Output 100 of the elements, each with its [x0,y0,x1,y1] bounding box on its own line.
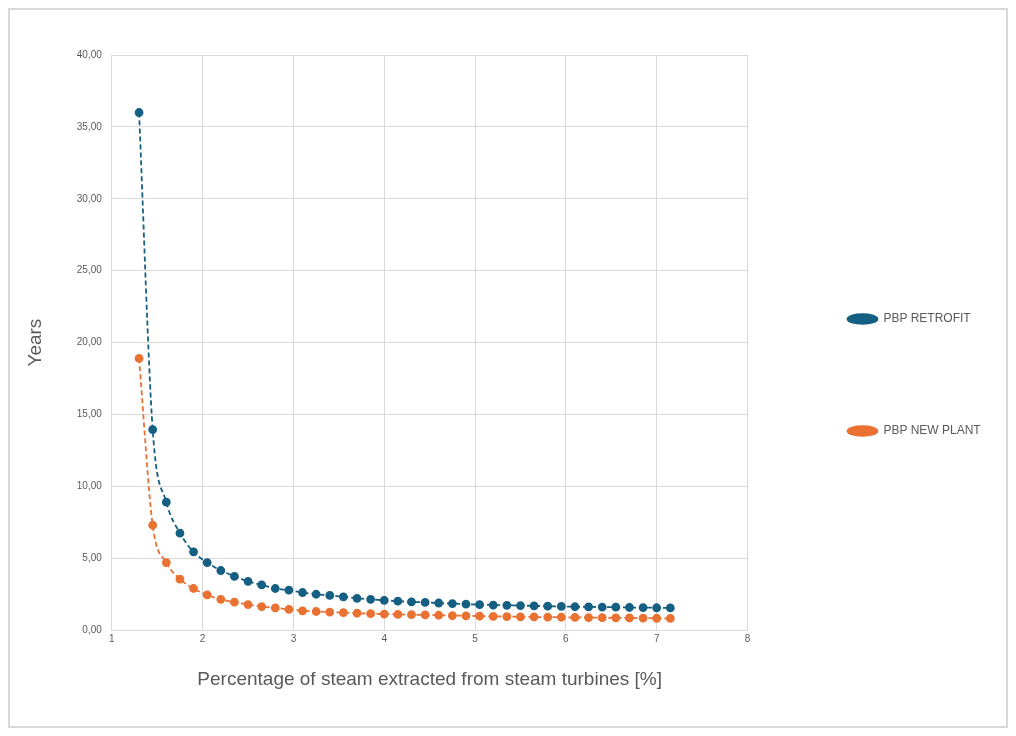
x-tick-label: 4 [381,632,388,644]
point [189,547,198,557]
point [148,425,158,434]
point [611,602,621,612]
point [161,497,171,507]
point [611,613,621,623]
point [488,612,498,621]
y-tick-label: 30,00 [76,192,103,204]
y-axis-title: Years [23,318,45,367]
point [161,558,171,568]
y-tick-label: 0,00 [82,623,103,635]
point [202,590,212,600]
point [257,602,267,612]
y-tick-label: 40,00 [76,48,103,60]
x-tick-label: 7 [653,632,660,644]
point [298,588,307,597]
point [584,602,593,612]
point [488,600,498,610]
point [202,558,212,568]
y-tick-label: 25,00 [76,264,103,276]
point [379,609,389,619]
point [230,571,239,581]
point [434,598,444,608]
point [516,612,525,622]
point [407,610,416,620]
point [216,594,226,604]
x-axis-title: Percentage of steam extracted from steam turbines [%] [197,667,662,689]
point [543,601,553,611]
point [529,612,539,622]
point [570,602,580,612]
x-tick-label: 8 [744,632,751,644]
point [338,608,348,618]
y-tick-label: 35,00 [76,120,103,132]
point [134,354,144,363]
point [625,603,634,612]
point [243,576,253,586]
point [270,603,280,613]
y-tick-label: 15,00 [76,408,103,420]
point [311,607,321,616]
point [366,594,376,604]
point [216,566,226,575]
point [243,600,253,609]
point [325,607,335,617]
y-tick-label: 10,00 [76,480,103,492]
point [584,613,593,622]
point [148,520,158,530]
point [665,614,675,623]
point [475,611,485,621]
point [516,601,525,611]
point [447,611,457,620]
x-tick-label: 5 [472,632,479,644]
legend-label: PBP NEW PLANT [883,423,982,438]
point [543,612,553,622]
legend-label: PBP RETROFIT [883,311,972,326]
point [284,604,294,614]
point [447,599,457,608]
point [393,596,403,606]
point [597,613,607,623]
point [189,584,198,593]
point [570,613,580,622]
point [175,528,185,538]
x-tick-label: 1 [109,632,116,644]
point [502,600,512,610]
point [366,609,376,619]
point [134,108,144,117]
point [298,606,307,616]
point [502,612,512,621]
point [529,601,539,611]
point [475,600,485,609]
point [352,593,362,603]
point [311,589,321,599]
point [420,610,430,620]
point [461,599,471,609]
point [230,597,239,607]
point [338,592,348,602]
point [638,613,648,623]
point [665,603,675,613]
y-tick-label: 5,00 [82,552,103,564]
point [352,608,362,618]
point [556,612,566,622]
point [434,610,444,620]
point [325,591,335,600]
point [393,609,403,619]
point [407,597,416,607]
point [597,602,607,612]
point [652,603,662,613]
point [257,580,267,590]
x-tick-label: 2 [199,632,206,644]
point [379,595,389,605]
point [556,602,566,611]
point [625,613,634,623]
point [652,613,662,623]
point [270,584,280,593]
point [175,574,185,584]
y-tick-label: 20,00 [76,336,103,348]
point [420,598,430,607]
x-tick-label: 6 [563,632,570,644]
x-tick-label: 3 [290,632,297,644]
point [284,585,294,595]
point [638,603,648,613]
